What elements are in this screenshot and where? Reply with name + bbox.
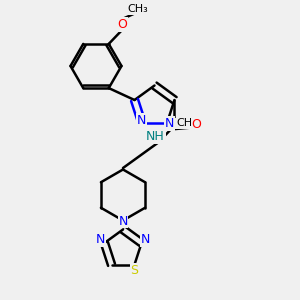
- Text: NH: NH: [146, 130, 165, 143]
- Text: N: N: [140, 233, 150, 247]
- Text: O: O: [117, 18, 127, 31]
- Text: CH₃: CH₃: [176, 118, 197, 128]
- Text: N: N: [137, 114, 146, 127]
- Text: N: N: [165, 117, 174, 130]
- Text: CH₃: CH₃: [127, 4, 148, 14]
- Text: O: O: [191, 118, 201, 130]
- Text: N: N: [118, 214, 128, 228]
- Text: N: N: [96, 233, 106, 247]
- Text: S: S: [130, 264, 139, 277]
